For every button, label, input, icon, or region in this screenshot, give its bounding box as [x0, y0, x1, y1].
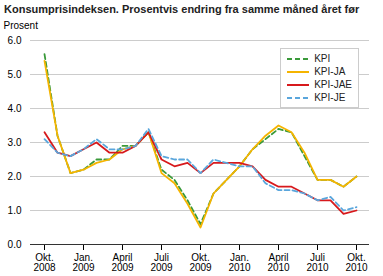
svg-text:Jan.2010: Jan.2010 [228, 252, 251, 273]
svg-text:Okt.2008: Okt.2008 [33, 252, 56, 273]
html-text:KPI-JAE: KPI-JAE [314, 79, 352, 90]
svg-text:5.0: 5.0 [8, 69, 22, 80]
svg-text:2.0: 2.0 [8, 171, 22, 182]
html-text:KPI: KPI [314, 53, 331, 64]
svg-text:0.0: 0.0 [8, 239, 22, 250]
svg-text:April2010: April2010 [267, 252, 290, 273]
svg-text:Okt.2009: Okt.2009 [189, 252, 212, 273]
svg-text:3.0: 3.0 [8, 137, 22, 148]
svg-text:Prosent: Prosent [4, 20, 39, 31]
svg-text:April2009: April2009 [111, 252, 134, 273]
svg-text:1.0: 1.0 [8, 205, 22, 216]
html-text:KPI-JA: KPI-JA [314, 66, 346, 77]
svg-text:Okt.2010: Okt.2010 [345, 252, 368, 273]
svg-text:4.0: 4.0 [8, 103, 22, 114]
svg-text:Jan.2009: Jan.2009 [72, 252, 95, 273]
svg-text:Juli2010: Juli2010 [306, 252, 329, 273]
html-text:Konsumprisindeksen. Prosentvis: Konsumprisindeksen. Prosentvis endring f… [4, 3, 360, 15]
html-text:KPI-JE: KPI-JE [314, 92, 346, 103]
svg-text:6.0: 6.0 [8, 35, 22, 46]
svg-text:Juli2009: Juli2009 [150, 252, 173, 273]
